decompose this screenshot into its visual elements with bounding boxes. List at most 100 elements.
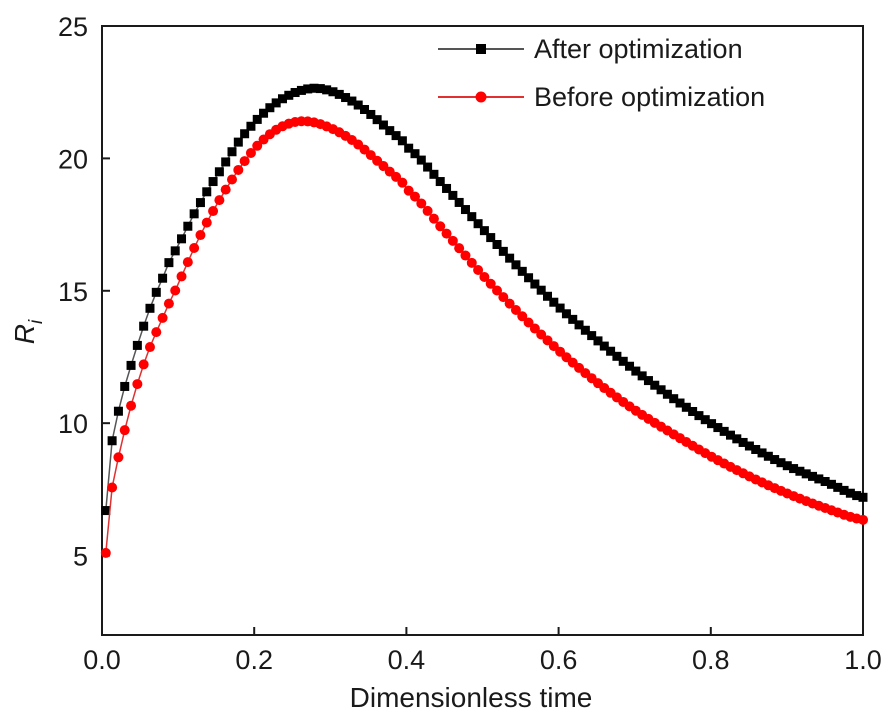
y-tick-label: 5	[73, 542, 88, 572]
data-point	[195, 198, 205, 208]
data-point	[246, 121, 256, 131]
axis-ticks: 0.0 0.2 0.4 0.6 0.8 1.0 5 10 15 20 25	[58, 12, 882, 675]
data-point	[113, 452, 124, 463]
data-point	[189, 243, 200, 254]
data-point	[650, 380, 660, 390]
data-point	[523, 317, 534, 328]
data-point	[240, 129, 250, 139]
data-point	[530, 279, 540, 289]
data-point	[245, 147, 256, 158]
data-point	[637, 371, 647, 381]
data-point	[441, 228, 452, 239]
data-point	[517, 266, 527, 276]
data-point	[447, 235, 458, 246]
data-point	[504, 298, 515, 309]
data-point	[322, 85, 332, 95]
x-tick-label: 0.4	[388, 645, 426, 675]
data-point	[259, 108, 269, 118]
data-point	[852, 491, 862, 501]
data-point	[466, 257, 477, 268]
data-point	[454, 243, 465, 254]
data-point	[429, 169, 439, 179]
data-point	[202, 187, 212, 197]
data-point	[416, 155, 426, 165]
data-point	[738, 437, 748, 447]
data-point	[820, 477, 830, 487]
data-point	[296, 85, 306, 95]
data-point	[164, 258, 174, 268]
data-point	[315, 84, 325, 94]
y-axis-label: Ri	[9, 319, 47, 344]
data-point	[631, 366, 641, 376]
data-point	[606, 346, 616, 356]
data-point	[858, 492, 868, 502]
series-before-optimization	[100, 116, 868, 558]
data-point	[707, 419, 717, 429]
data-point	[561, 309, 571, 319]
data-point	[517, 311, 528, 322]
x-tick-label: 1.0	[844, 645, 882, 675]
data-point	[107, 482, 118, 493]
data-point	[423, 162, 433, 172]
data-point	[151, 327, 162, 338]
data-point	[763, 451, 773, 461]
data-point	[189, 209, 199, 219]
data-point	[510, 305, 521, 316]
y-tick-label: 10	[58, 409, 88, 439]
data-point	[284, 90, 294, 100]
data-point	[177, 234, 187, 244]
data-point	[428, 213, 439, 224]
data-point	[101, 506, 111, 516]
series-after-optimization	[101, 83, 868, 516]
data-point	[593, 336, 603, 346]
data-point	[656, 385, 666, 395]
data-point	[303, 84, 313, 94]
data-point	[366, 109, 376, 119]
data-point	[157, 312, 168, 323]
data-point	[201, 217, 212, 228]
data-point	[271, 98, 281, 108]
data-point	[681, 402, 691, 412]
data-point	[574, 320, 584, 330]
data-point	[808, 471, 818, 481]
data-point	[410, 149, 420, 159]
data-point	[221, 157, 231, 167]
data-point	[328, 87, 338, 97]
data-point	[814, 474, 824, 484]
y-axis-label-group: Ri	[9, 319, 47, 344]
data-point	[580, 325, 590, 335]
data-point	[587, 331, 597, 341]
data-point	[183, 221, 193, 231]
data-point	[486, 233, 496, 243]
data-point	[498, 246, 508, 256]
data-point	[694, 411, 704, 421]
data-point	[132, 379, 143, 390]
legend-marker-before	[475, 91, 487, 103]
data-point	[795, 466, 805, 476]
data-point	[391, 171, 402, 182]
x-tick-label: 0.2	[235, 645, 273, 675]
data-point	[113, 406, 123, 416]
data-point	[485, 278, 496, 289]
data-point	[347, 96, 357, 106]
data-point	[416, 198, 427, 209]
data-point	[713, 423, 723, 433]
data-point	[442, 183, 452, 193]
data-point	[353, 100, 363, 110]
legend-label-before: Before optimization	[534, 82, 765, 112]
data-point	[700, 415, 710, 425]
data-point	[341, 93, 351, 103]
data-point	[492, 239, 502, 249]
data-point	[543, 291, 553, 301]
data-point	[618, 356, 628, 366]
data-point	[385, 126, 395, 136]
data-point	[529, 323, 540, 334]
data-point	[176, 271, 187, 282]
data-point	[290, 88, 300, 98]
data-point	[675, 398, 685, 408]
data-point	[599, 341, 609, 351]
data-point	[163, 298, 174, 309]
data-point	[208, 206, 219, 217]
data-point	[227, 174, 238, 185]
